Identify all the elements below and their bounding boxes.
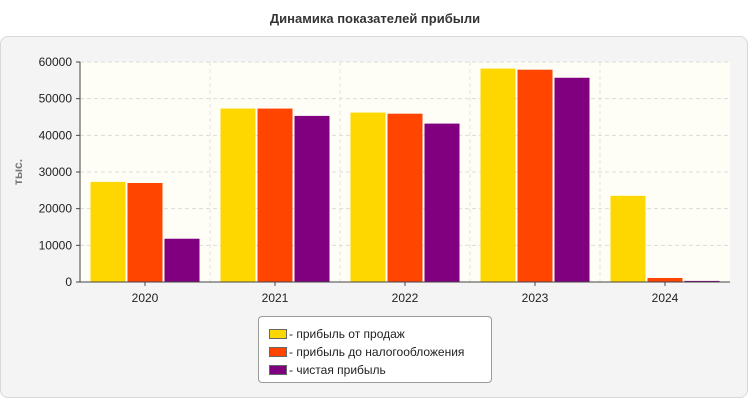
bar (257, 108, 293, 282)
legend-item: - прибыль до налогообложения (269, 343, 491, 361)
x-tick-label: 2024 (652, 291, 679, 305)
chart-title: Динамика показателей прибыли (269, 11, 481, 26)
bar (684, 280, 720, 282)
y-tick-label: 0 (65, 275, 72, 289)
bar (647, 277, 683, 282)
bar (220, 108, 256, 282)
y-tick-label: 40000 (39, 128, 73, 142)
legend-item: - чистая прибыль (269, 361, 491, 379)
bar (480, 68, 516, 282)
bar (554, 77, 590, 283)
legend-label: - прибыль до налогообложения (289, 345, 465, 359)
bar (610, 195, 646, 282)
y-tick-label: 50000 (39, 92, 73, 106)
y-tick-label: 30000 (39, 165, 73, 179)
y-tick-label: 10000 (39, 238, 73, 252)
legend-label: - чистая прибыль (289, 363, 386, 377)
bar (387, 113, 423, 282)
y-axis-label: тыс. (11, 159, 25, 185)
bar (127, 183, 163, 282)
bar (164, 238, 200, 282)
legend-item: - прибыль от продаж (269, 325, 491, 343)
x-tick-label: 2021 (262, 291, 289, 305)
x-tick-label: 2022 (392, 291, 419, 305)
bar (517, 69, 553, 282)
bar (294, 115, 330, 283)
legend-swatch (269, 329, 287, 339)
bar (424, 123, 460, 282)
chart-legend: - прибыль от продаж - прибыль до налогооб… (258, 316, 492, 383)
x-tick-label: 2023 (522, 291, 549, 305)
x-tick-label: 2020 (132, 291, 159, 305)
legend-label: - прибыль от продаж (289, 327, 405, 341)
y-tick-label: 60000 (39, 55, 73, 69)
bar (90, 181, 126, 282)
legend-swatch (269, 365, 287, 375)
legend-swatch (269, 347, 287, 357)
y-tick-label: 20000 (39, 202, 73, 216)
bar (350, 112, 386, 282)
